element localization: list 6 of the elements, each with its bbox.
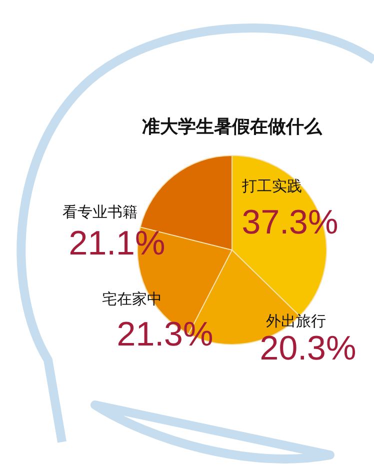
data-label: 21.3%: [116, 315, 214, 354]
slice-label: 外出旅行: [266, 312, 326, 330]
slice-label: 打工实践: [241, 176, 302, 195]
slice-label: 看专业书籍: [62, 202, 138, 221]
data-label: 20.3%: [260, 329, 356, 368]
chart-title: 准大学生暑假在做什么: [142, 116, 323, 138]
